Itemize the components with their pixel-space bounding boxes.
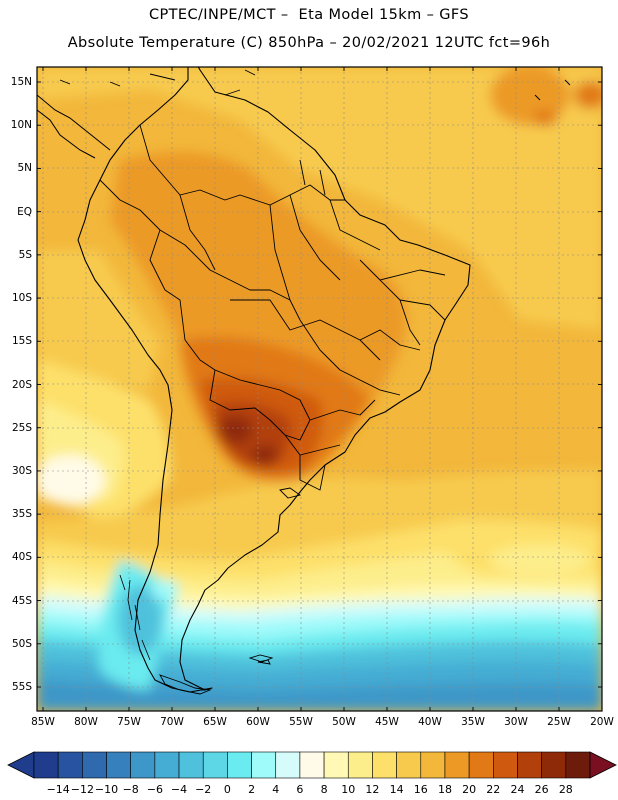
colorbar-label: 26 xyxy=(534,783,549,796)
colorbar-swatch xyxy=(299,751,325,779)
colorbar-swatch xyxy=(82,751,107,779)
lon-label: 70W xyxy=(160,716,184,728)
colorbar-label: 0 xyxy=(223,783,231,796)
colorbar-swatch xyxy=(493,751,518,779)
lon-label: 40W xyxy=(418,716,442,728)
colorbar-swatch xyxy=(565,751,591,779)
graticule xyxy=(37,67,602,711)
lon-label: 25W xyxy=(547,716,571,728)
lat-label: 20S xyxy=(11,378,32,391)
lat-label: 45S xyxy=(11,594,32,607)
lat-label: 40S xyxy=(11,551,32,564)
colorbar-label: 24 xyxy=(510,783,525,796)
lon-label: 60W xyxy=(246,716,270,728)
colorbar-swatch xyxy=(57,751,83,779)
colorbar-swatch xyxy=(227,751,252,779)
lon-label: 65W xyxy=(203,716,227,728)
lat-label: 50S xyxy=(11,637,32,650)
colorbar-min-arrow xyxy=(7,751,35,779)
colorbar-swatch xyxy=(251,751,277,779)
colorbar-swatch xyxy=(130,751,156,779)
colorbar-label: −12 xyxy=(70,783,94,796)
lat-label: 35S xyxy=(11,508,32,521)
axis-ticks xyxy=(37,67,603,711)
lat-label: 5S xyxy=(18,248,32,261)
lon-label: 50W xyxy=(332,716,356,728)
country-borders xyxy=(99,124,446,491)
colorbar-swatch xyxy=(444,751,470,779)
lon-label: 85W xyxy=(31,716,55,728)
colorbar-max-arrow xyxy=(589,751,617,779)
lat-label: 15S xyxy=(11,335,32,348)
map-title-line-1: CPTEC/INPE/MCT – Eta Model 15km – GFS xyxy=(148,7,470,23)
lat-label: 30S xyxy=(11,464,32,477)
colorbar-label: 22 xyxy=(486,783,501,796)
south-america-coastline xyxy=(77,67,471,693)
colorbar-label: 16 xyxy=(413,783,428,796)
colorbar-swatch xyxy=(517,751,542,779)
colorbar-label: 2 xyxy=(248,783,256,796)
lon-label: 55W xyxy=(289,716,313,728)
colorbar-swatch xyxy=(541,751,567,779)
colorbar-swatch xyxy=(202,751,228,779)
colorbar-label: 6 xyxy=(296,783,304,796)
colorbar-swatch xyxy=(396,751,422,779)
colorbar-label: 10 xyxy=(341,783,356,796)
colorbar-swatch xyxy=(468,751,494,779)
colorbar-swatch xyxy=(178,751,204,779)
colorbar-swatch xyxy=(33,751,59,779)
lat-label: 55S xyxy=(11,681,32,693)
colorbar-label: 12 xyxy=(365,783,380,796)
colorbar xyxy=(7,751,617,779)
colorbar-swatch xyxy=(106,751,131,779)
colorbar-label: −10 xyxy=(94,783,119,796)
lat-label: EQ xyxy=(17,205,32,218)
lon-label: 75W xyxy=(117,716,141,728)
colorbar-label: −2 xyxy=(195,783,212,796)
colorbar-swatch xyxy=(372,751,397,779)
colorbar-label: −8 xyxy=(122,783,139,796)
colorbar-swatch xyxy=(347,751,373,779)
lon-label: 45W xyxy=(375,716,399,728)
lon-label: 80W xyxy=(74,716,98,728)
colorbar-swatch xyxy=(275,751,301,779)
temperature-field xyxy=(37,67,602,711)
lon-label: 35W xyxy=(461,716,485,728)
lat-label: 25S xyxy=(11,421,32,434)
colorbar-label: 18 xyxy=(437,783,452,796)
lat-label: 15N xyxy=(10,76,32,88)
colorbar-swatch xyxy=(323,751,349,779)
colorbar-swatch xyxy=(420,751,446,779)
lat-label: 10N xyxy=(10,119,32,132)
colorbar-label: −4 xyxy=(170,783,188,796)
colorbar-swatch xyxy=(154,751,180,779)
colorbar-label: −14 xyxy=(46,783,70,796)
colorbar-label: 8 xyxy=(320,783,328,796)
map-frame xyxy=(36,66,603,712)
colorbar-label: 28 xyxy=(558,783,573,796)
lon-label: 20W xyxy=(590,716,614,728)
lat-label: 10S xyxy=(11,292,32,305)
colorbar-label: −6 xyxy=(146,783,163,796)
map-title-line-2: Absolute Temperature (C) 850hPa – 20/02/… xyxy=(67,35,551,51)
colorbar-label: 14 xyxy=(389,783,404,796)
lon-label: 30W xyxy=(504,716,528,728)
colorbar-label: 20 xyxy=(462,783,477,796)
lat-label: 5N xyxy=(17,162,32,175)
colorbar-label: 4 xyxy=(272,783,280,796)
